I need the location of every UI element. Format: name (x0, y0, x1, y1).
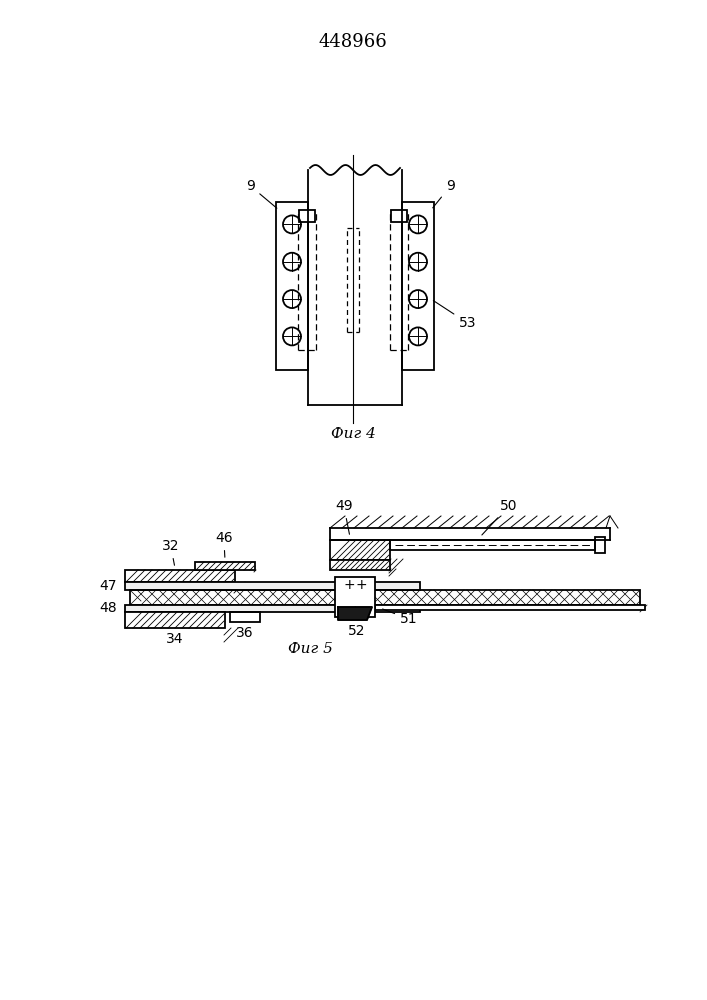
Text: 9: 9 (246, 179, 277, 208)
Text: 52: 52 (349, 624, 366, 638)
Bar (375, 605, 645, 610)
Text: 47: 47 (100, 579, 117, 593)
Bar (230, 612, 260, 622)
Text: Фиг 4: Фиг 4 (331, 427, 375, 441)
Text: 53: 53 (433, 301, 477, 330)
Text: 50: 50 (482, 499, 518, 535)
Bar (391, 210, 407, 222)
Text: +: + (355, 578, 367, 592)
Bar (195, 562, 255, 570)
Bar (125, 605, 420, 612)
Bar (299, 210, 315, 222)
Bar (595, 537, 605, 553)
Bar (125, 582, 420, 590)
Text: 49: 49 (335, 499, 353, 534)
Text: 34: 34 (166, 632, 184, 646)
Bar (130, 590, 640, 605)
Text: 51: 51 (382, 609, 418, 626)
Text: +: + (350, 603, 361, 616)
Text: +: + (343, 578, 355, 592)
Text: 46: 46 (215, 531, 233, 557)
Text: Фиг 5: Фиг 5 (288, 642, 332, 656)
Text: 36: 36 (236, 626, 254, 640)
Text: 9: 9 (433, 179, 455, 208)
Bar (125, 612, 225, 628)
Text: 448966: 448966 (319, 33, 387, 51)
Text: 48: 48 (100, 601, 117, 615)
Bar (330, 540, 390, 560)
Bar (276, 202, 308, 370)
Bar (330, 560, 390, 570)
Bar (125, 570, 235, 582)
Text: 32: 32 (162, 539, 180, 565)
Polygon shape (338, 607, 372, 620)
Bar (390, 540, 595, 550)
Bar (335, 577, 375, 617)
Bar (402, 202, 434, 370)
